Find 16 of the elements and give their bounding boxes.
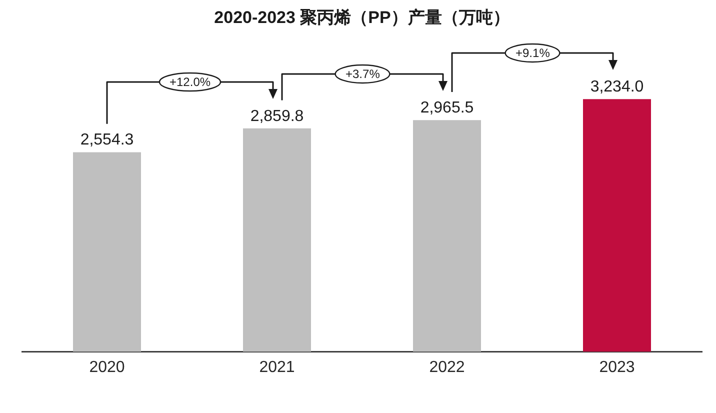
- x-tick-label: 2021: [259, 358, 295, 376]
- bar: [243, 128, 311, 352]
- text: +9.1%: [516, 46, 550, 60]
- bar: [413, 120, 481, 352]
- data-label: 2,554.3: [80, 132, 134, 149]
- bar: [583, 99, 651, 352]
- data-label: 3,234.0: [590, 78, 644, 96]
- x-tick-label: 2020: [89, 358, 125, 376]
- bar: [73, 152, 141, 352]
- data-label: 2,859.8: [250, 108, 304, 125]
- x-tick-label: 2023: [599, 358, 635, 376]
- x-tick-label: 2022: [429, 358, 465, 376]
- text: +3.7%: [346, 67, 380, 82]
- data-label: 2,965.5: [420, 100, 474, 117]
- chart-title: 2020-2023 聚丙烯（PP）产量（万吨）: [214, 8, 510, 27]
- text: +12.0%: [170, 75, 211, 90]
